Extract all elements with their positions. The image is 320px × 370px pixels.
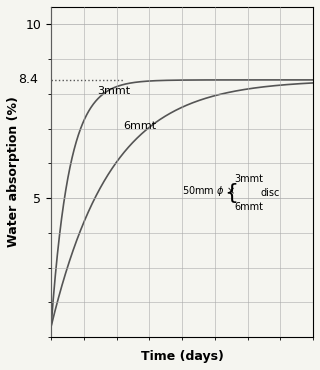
Text: disc: disc (261, 188, 280, 198)
Text: 6mmt: 6mmt (235, 202, 263, 212)
Text: 6mmt: 6mmt (123, 121, 156, 131)
Text: 3mmt: 3mmt (235, 174, 263, 184)
Y-axis label: Water absorption (%): Water absorption (%) (7, 97, 20, 248)
Text: 8.4: 8.4 (18, 73, 38, 87)
Text: {: { (224, 183, 238, 203)
Text: 50mm $\phi$ $\times$: 50mm $\phi$ $\times$ (182, 184, 235, 198)
X-axis label: Time (days): Time (days) (140, 350, 223, 363)
Text: 3mmt: 3mmt (97, 86, 130, 96)
